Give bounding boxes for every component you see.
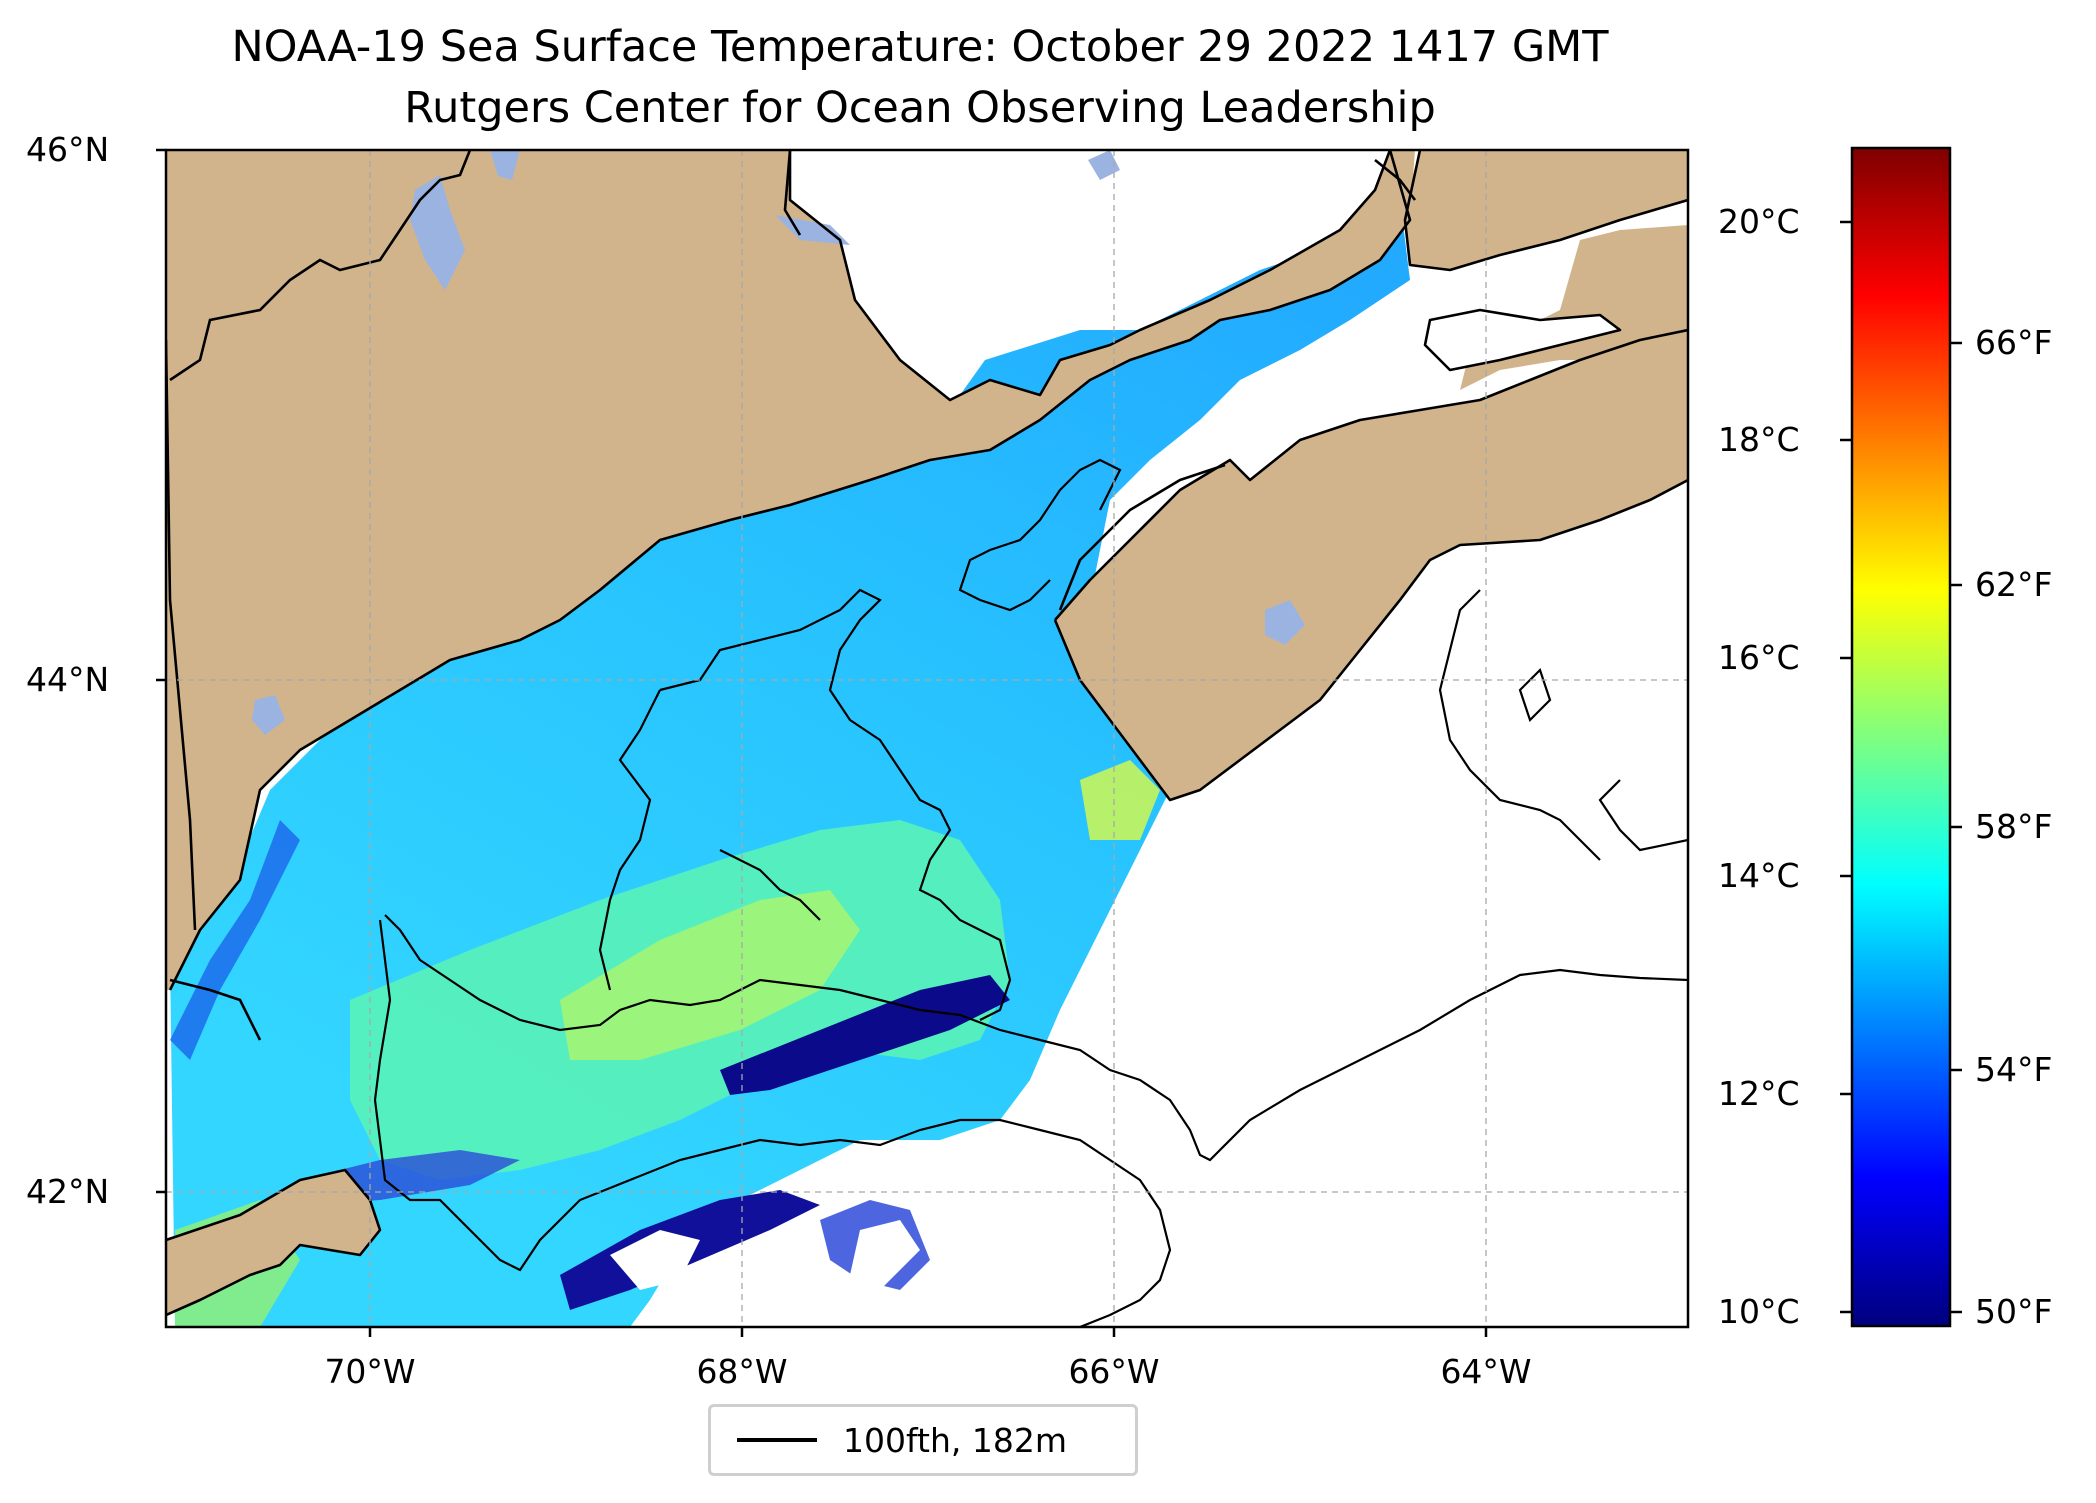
land-new-brunswick (1405, 150, 1688, 270)
coastline (166, 150, 1688, 1317)
no-data-hole (610, 1230, 700, 1290)
land-nova-scotia (1055, 330, 1688, 800)
colorbar-celsius-label: 12°C (1718, 1074, 1800, 1113)
lat-tick-label: 42°N (26, 1172, 110, 1211)
colorbar-fahrenheit-label: 54°F (1975, 1050, 2053, 1089)
sst-cold-band (720, 975, 1010, 1095)
colorbar (1850, 146, 1952, 1328)
no-data-minas-basin (1425, 310, 1620, 370)
colorbar-celsius-label: 18°C (1718, 420, 1800, 459)
map-subtitle: Rutgers Center for Ocean Observing Leade… (404, 83, 1436, 133)
land-us-northeast (166, 150, 1415, 990)
lon-tick-label: 66°W (1068, 1352, 1160, 1391)
lake (410, 175, 465, 290)
lake (1265, 600, 1305, 645)
lon-tick-label: 64°W (1440, 1352, 1532, 1391)
colorbar-fahrenheit-label: 50°F (1975, 1292, 2053, 1331)
axis-ticks (156, 148, 1488, 1337)
lake (252, 695, 285, 735)
land-cape-cod (166, 1170, 380, 1315)
sst-warm-core (560, 890, 860, 1060)
legend: 100fth, 182m (708, 1404, 1138, 1476)
map-title: NOAA-19 Sea Surface Temperature: October… (231, 22, 1609, 72)
lat-tick-label: 46°N (26, 130, 110, 169)
colorbar-ticks (1840, 220, 1962, 1314)
sst-warm-spot (1080, 760, 1160, 840)
legend-line-swatch (737, 1438, 817, 1442)
colorbar-fahrenheit-label: 66°F (1975, 323, 2053, 362)
lon-tick-label: 68°W (696, 1352, 788, 1391)
legend-label: 100fth, 182m (843, 1421, 1067, 1460)
no-data-hole (850, 1220, 920, 1290)
gridlines (166, 150, 1688, 1327)
sst-cold-coast (170, 820, 300, 1060)
lake (490, 150, 520, 180)
state-boundaries (166, 150, 1417, 1041)
bathymetry-contour-100fth (373, 458, 1688, 1327)
colorbar-fahrenheit-label: 58°F (1975, 807, 2053, 846)
colorbar-celsius-label: 20°C (1718, 202, 1800, 241)
colorbar-celsius-label: 10°C (1718, 1292, 1800, 1331)
lon-tick-label: 70°W (324, 1352, 416, 1391)
map-frame (164, 148, 1690, 1329)
colorbar-celsius-label: 16°C (1718, 638, 1800, 677)
lake (1088, 150, 1120, 180)
colorbar-celsius-label: 14°C (1718, 856, 1800, 895)
lat-tick-label: 44°N (26, 660, 110, 699)
colorbar-fahrenheit-label: 62°F (1975, 565, 2053, 604)
